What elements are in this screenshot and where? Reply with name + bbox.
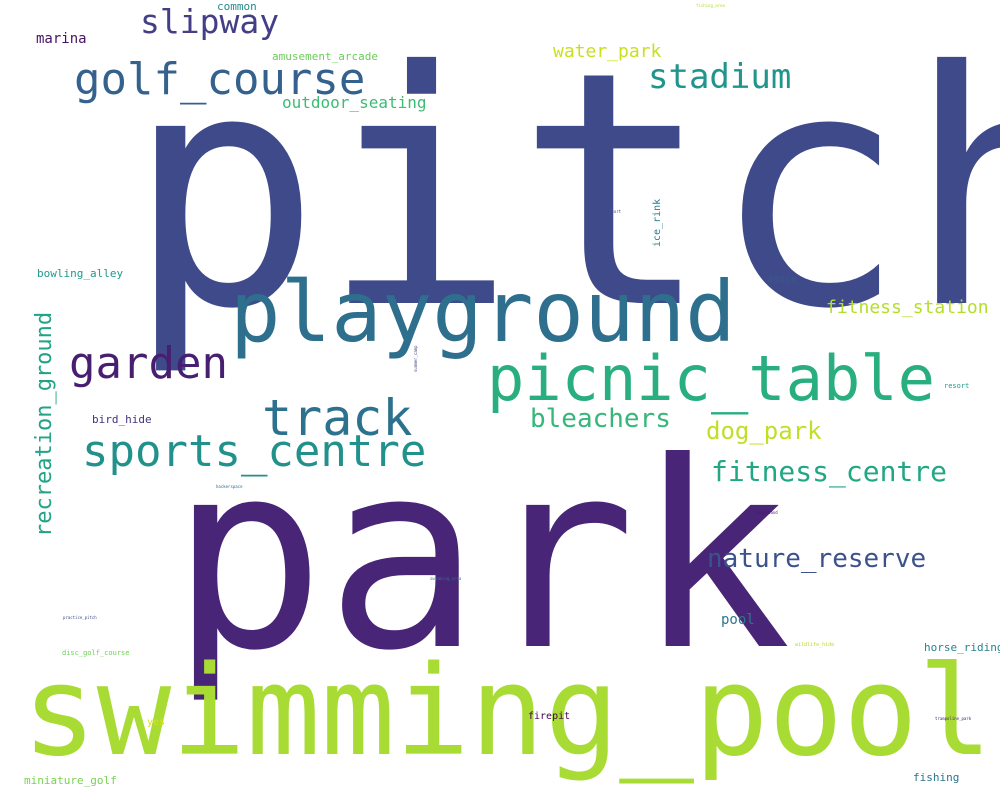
word-wildlife-hide: wildlife_hide — [795, 642, 835, 648]
word-recreation-ground: recreation_ground — [32, 311, 57, 537]
word-fishing: fishing — [913, 771, 960, 784]
word-pool: pool — [721, 612, 755, 628]
word-resort: resort — [944, 382, 970, 390]
word-stadium: stadium — [648, 57, 792, 97]
word-track: track — [262, 389, 413, 447]
word-golf-course: golf_course — [74, 54, 366, 105]
word-amusement-arcade: amusement_arcade — [272, 50, 378, 63]
word-miniature-golf: miniature_golf — [24, 774, 117, 787]
word-yes: yes — [147, 717, 166, 728]
word-trampoline-park: trampoline_park — [935, 716, 972, 721]
word-dog-park: dog_park — [706, 417, 822, 445]
word-playground: playground — [230, 263, 736, 361]
word-garden: garden — [69, 338, 228, 389]
word-swimming-pool: swimming_pool — [22, 640, 993, 784]
word-picnic-table: picnic_table — [487, 342, 935, 415]
word-swimming-area: swimming_area — [430, 576, 462, 581]
word-sports-centre: sports_centre — [82, 426, 427, 477]
word-fitness-centre: fitness_centre — [711, 455, 948, 488]
word-bird-hide: bird_hide — [92, 413, 152, 426]
word-sport: sport — [609, 209, 622, 214]
word-park: park — [170, 407, 792, 707]
word-water-park: water_park — [553, 41, 662, 62]
word-hackerspace: hackerspace — [216, 484, 243, 489]
word-fishing-area: fishing_area — [696, 3, 725, 8]
word-disc-golf-course: disc_golf_course — [62, 649, 130, 657]
word-practice-pitch: practice_pitch — [63, 615, 97, 620]
word-bowling-alley: bowling_alley — [37, 267, 124, 280]
word-common: common — [217, 0, 257, 13]
word-outdoor-seating: outdoor_seating — [282, 93, 427, 112]
word-firepit: firepit — [528, 711, 571, 722]
word-summer-camp: summer_camp — [413, 345, 418, 373]
word-horse-riding: horse_riding — [924, 641, 1000, 654]
word-pitch: pitch — [126, 3, 1000, 380]
word-nature-reserve: nature_reserve — [707, 544, 927, 574]
word-bandstand: bandstand — [756, 510, 778, 515]
word-slipway: slipway — [140, 2, 280, 41]
word-bleachers: bleachers — [530, 404, 671, 434]
word-ice-rink: ice_rink — [652, 198, 663, 247]
word-dance: dance — [767, 274, 798, 285]
word-fitness-station: fitness_station — [826, 297, 989, 318]
word-marina: marina — [36, 31, 87, 47]
